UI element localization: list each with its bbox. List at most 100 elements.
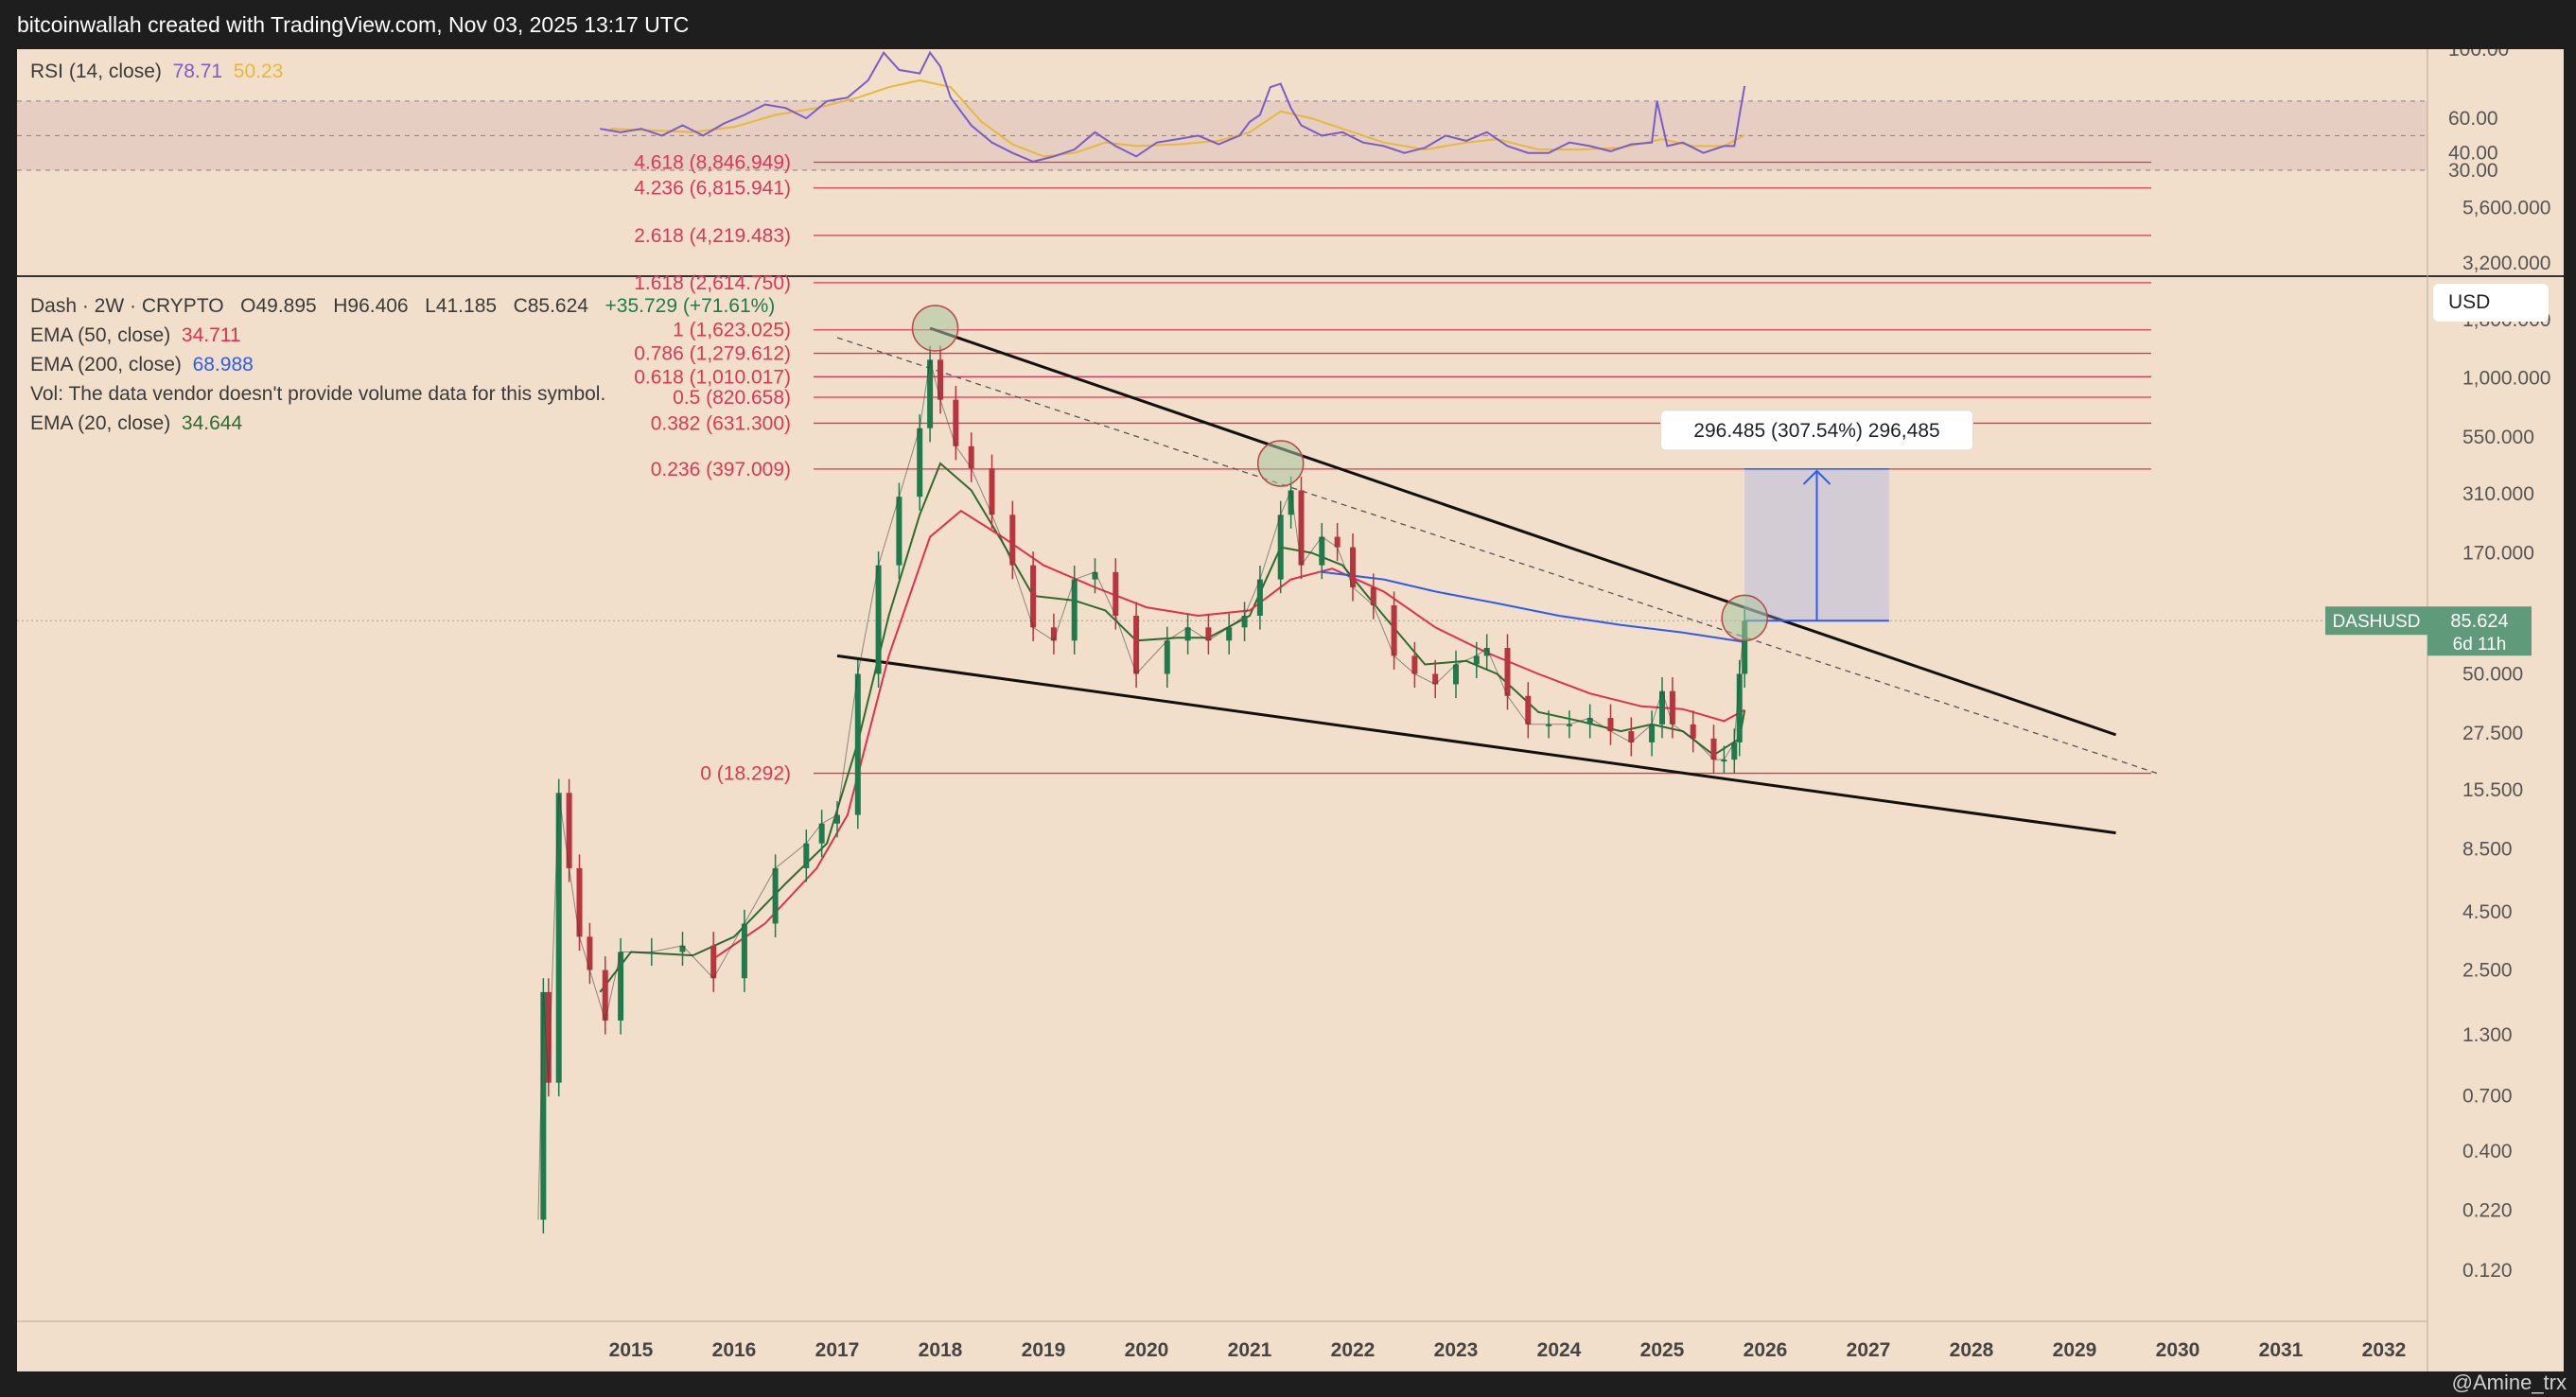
pivot-marker (1256, 440, 1305, 487)
candle-body (1504, 648, 1511, 696)
candle-body (1334, 536, 1341, 548)
candle-body (1133, 616, 1140, 674)
candle-body (953, 399, 959, 446)
time-axis-label: 2015 (609, 1339, 654, 1361)
price-axis-label: 8.500 (2462, 839, 2513, 861)
candle-body (1071, 579, 1078, 641)
candle-body (1453, 664, 1459, 685)
candle-body (854, 673, 861, 815)
symbol-name-tag (2325, 606, 2427, 636)
candle-body (1659, 690, 1665, 725)
candle-body (710, 945, 717, 979)
fib-level-label: 0.236 (397.009) (651, 459, 791, 480)
candle-body (1241, 616, 1248, 628)
candle-body (989, 468, 995, 515)
candle-body (1298, 490, 1305, 566)
price-axis-label: 27.500 (2462, 723, 2523, 744)
candle-body (1030, 565, 1037, 628)
watermark: @Amine_trx (2452, 1371, 2567, 1395)
rsi-label: RSI (14, close) (30, 61, 162, 82)
rsi-line (600, 50, 1746, 163)
high-value: H96.406 (333, 295, 409, 317)
candle-body (938, 359, 943, 400)
fib-level-label: 4.236 (6,815.941) (634, 178, 791, 200)
candle-body (679, 945, 686, 952)
symbol-name-tag-text: DASHUSD (2333, 612, 2421, 632)
candle-body (1525, 695, 1532, 725)
candle-body (1473, 655, 1480, 665)
ema20-row[interactable]: EMA (20, close) 34.644 (30, 409, 775, 438)
ema20-value: 34.644 (181, 412, 243, 434)
rsi-tick-label: 100.00 (2448, 49, 2509, 61)
open-value: O49.895 (240, 295, 317, 317)
fib-level-label: 1.618 (2,614.750) (634, 272, 791, 294)
time-axis-label: 2024 (1537, 1339, 1582, 1361)
price-axis-label: 0.400 (2462, 1141, 2513, 1162)
ema200-label: EMA (200, close) (30, 354, 182, 375)
price-axis-label: 50.000 (2462, 663, 2523, 685)
pivot-marker (911, 305, 959, 352)
price-axis-label: 0.120 (2462, 1260, 2513, 1282)
fib-retracement: 4.618 (8,846.949) 4.236 (6,815.941) 2.618 … (634, 151, 2151, 785)
measure-label: 296.485 (307.54%) 296,485 (1693, 420, 1939, 442)
ema50-row[interactable]: EMA (50, close) 34.711 (30, 321, 775, 350)
rsi-tick-label: 30.00 (2448, 160, 2498, 182)
price-axis-label: 15.500 (2462, 779, 2523, 801)
candle-body (1092, 571, 1098, 580)
rsi-tick-label: 40.00 (2448, 143, 2498, 165)
candle-body (834, 814, 840, 824)
fib-level-label: 1 (1,623.025) (673, 320, 791, 341)
price-axis-label: 0.220 (2462, 1200, 2513, 1222)
time-axis-label: 2016 (712, 1339, 757, 1361)
price-axis-label: 310.000 (2462, 483, 2534, 505)
ema20-label: EMA (20, close) (30, 412, 171, 434)
rsi-ma-value: 50.23 (233, 61, 284, 82)
candle-body (1277, 515, 1284, 580)
candle-body (1411, 655, 1418, 674)
ema50-label: EMA (50, close) (30, 324, 171, 346)
ema200-line (1322, 570, 1745, 643)
upper-trendline (929, 326, 2117, 737)
candle-body (1586, 718, 1593, 725)
candle-body (1350, 547, 1356, 587)
candle-body (1669, 690, 1675, 725)
candle-body (545, 991, 552, 1083)
main-legend[interactable]: Dash · 2W · CRYPTO O49.895 H96.406 L41.1… (30, 291, 775, 438)
candle-body (818, 823, 825, 844)
candle-body (1164, 640, 1170, 674)
symbol-row[interactable]: Dash · 2W · CRYPTO O49.895 H96.406 L41.1… (30, 291, 775, 321)
time-axis-label: 2021 (1228, 1339, 1272, 1361)
fib-level-label: 0.618 (1,010.017) (634, 366, 791, 388)
time-axis-label: 2032 (2362, 1339, 2407, 1361)
candle-body (587, 936, 593, 970)
time-axis-label: 2025 (1640, 1339, 1685, 1361)
candle-body (1483, 648, 1490, 656)
low-value: L41.185 (425, 295, 498, 317)
time-axis-label: 2023 (1434, 1339, 1479, 1361)
rsi-legend[interactable]: RSI (14, close) 78.71 50.23 (30, 61, 283, 83)
candle-body (1742, 620, 1748, 674)
price-axis-label: 0.700 (2462, 1086, 2513, 1108)
lower-trendline (836, 654, 2116, 835)
pivot-marker (1721, 594, 1768, 642)
currency-selector[interactable]: USD (2433, 284, 2549, 322)
candle-body (555, 793, 562, 1083)
candle-body (1009, 515, 1016, 566)
candle-body (1050, 627, 1057, 641)
time-axis-label: 2022 (1331, 1339, 1376, 1361)
volume-row[interactable]: Vol: The data vendor doesn't provide vol… (30, 379, 775, 409)
time-axis-label: 2020 (1125, 1339, 1169, 1361)
price-tag-value: 85.624 (2450, 611, 2508, 632)
fib-level-label: 0.5 (820.658) (673, 387, 791, 409)
candle-body (741, 923, 747, 979)
candle-body (1628, 731, 1635, 742)
symbol-label: Dash · 2W · CRYPTO (30, 295, 224, 317)
fib-level-label: 2.618 (4,219.483) (634, 225, 791, 247)
fib-level-label: 0.786 (1,279.612) (634, 343, 791, 365)
fib-level-label: 0.382 (631.300) (651, 412, 791, 434)
candle-body (917, 428, 923, 498)
ema200-row[interactable]: EMA (200, close) 68.988 (30, 350, 775, 379)
price-axis-label: 2.500 (2462, 960, 2513, 982)
fib-level-label: 0 (18.292) (700, 763, 791, 785)
